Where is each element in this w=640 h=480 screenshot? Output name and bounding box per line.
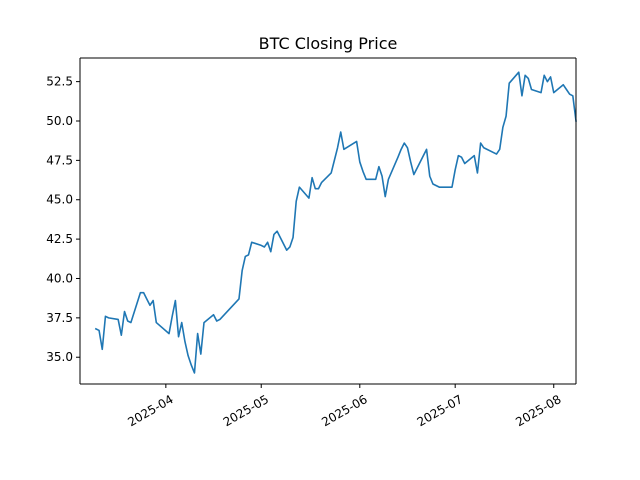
y-tick-label: 40.0	[46, 271, 73, 285]
series-layer	[94, 71, 577, 374]
y-tick-label: 42.5	[46, 232, 73, 246]
series-line	[94, 71, 577, 374]
y-tick-label: 35.0	[46, 350, 73, 364]
y-tick-label: 52.5	[46, 75, 73, 89]
y-tick-label: 47.5	[46, 153, 73, 167]
plot-area	[80, 58, 576, 384]
y-tick-label: 37.5	[46, 311, 73, 325]
axes-frame	[79, 57, 577, 385]
chart-title: BTC Closing Price	[259, 34, 398, 53]
plot-background	[80, 58, 576, 384]
y-tick-label: 45.0	[46, 193, 73, 207]
y-axis: 35.0 37.5 40.0 42.5 45.0 47.5 50.0 52.5	[46, 75, 80, 364]
y-tick-label: 50.0	[46, 114, 73, 128]
